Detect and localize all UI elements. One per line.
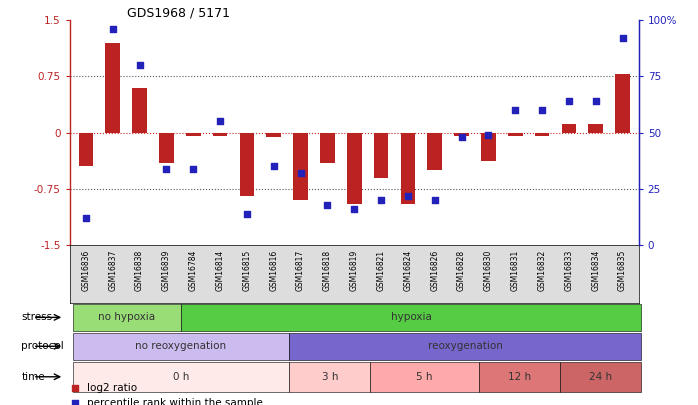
Text: 3 h: 3 h: [322, 372, 338, 382]
Text: GDS1968 / 5171: GDS1968 / 5171: [127, 6, 230, 19]
Point: [617, 35, 628, 41]
Text: time: time: [22, 372, 45, 382]
Bar: [508, 133, 523, 136]
Text: GSM16824: GSM16824: [403, 250, 413, 291]
FancyBboxPatch shape: [289, 362, 371, 392]
Point: [456, 134, 467, 141]
Text: GSM16836: GSM16836: [82, 250, 91, 291]
FancyBboxPatch shape: [73, 304, 181, 330]
Bar: [481, 133, 496, 161]
FancyBboxPatch shape: [289, 333, 641, 360]
Point: [483, 132, 494, 138]
Bar: [561, 124, 577, 133]
Bar: [535, 133, 549, 136]
Text: reoxygenation: reoxygenation: [428, 341, 503, 351]
Bar: [615, 74, 630, 133]
Text: GSM16828: GSM16828: [457, 250, 466, 291]
Point: [402, 192, 413, 199]
Text: GSM16833: GSM16833: [565, 250, 573, 291]
Point: [429, 197, 440, 203]
Bar: [373, 133, 389, 178]
Bar: [293, 133, 308, 200]
Bar: [347, 133, 362, 204]
Text: GSM16818: GSM16818: [323, 250, 332, 291]
Text: GSM16837: GSM16837: [108, 250, 117, 291]
Bar: [320, 133, 335, 163]
Text: GSM16835: GSM16835: [618, 250, 627, 291]
Point: [537, 107, 548, 113]
Text: GSM16816: GSM16816: [269, 250, 279, 291]
Text: GSM16834: GSM16834: [591, 250, 600, 291]
Text: GSM16832: GSM16832: [537, 250, 547, 291]
Point: [268, 163, 279, 170]
Text: 12 h: 12 h: [508, 372, 531, 382]
Point: [348, 206, 360, 212]
Point: [376, 197, 387, 203]
Text: GSM16826: GSM16826: [430, 250, 439, 291]
Text: no hypoxia: no hypoxia: [98, 312, 155, 322]
Point: [590, 98, 601, 104]
Text: GSM16838: GSM16838: [135, 250, 144, 291]
Bar: [401, 133, 415, 204]
FancyBboxPatch shape: [479, 362, 560, 392]
Text: GSM16784: GSM16784: [188, 250, 198, 291]
FancyBboxPatch shape: [73, 333, 289, 360]
Text: percentile rank within the sample: percentile rank within the sample: [87, 398, 262, 405]
Text: no reoxygenation: no reoxygenation: [135, 341, 226, 351]
Text: 24 h: 24 h: [589, 372, 612, 382]
Text: hypoxia: hypoxia: [391, 312, 431, 322]
Text: GSM16839: GSM16839: [162, 250, 171, 291]
Point: [242, 210, 253, 217]
Point: [510, 107, 521, 113]
Point: [394, 367, 406, 374]
Point: [295, 170, 306, 177]
Bar: [105, 43, 120, 133]
Point: [107, 26, 119, 32]
Text: protocol: protocol: [22, 341, 64, 351]
FancyBboxPatch shape: [371, 362, 479, 392]
Text: 5 h: 5 h: [417, 372, 433, 382]
Point: [80, 215, 91, 222]
Text: GSM16815: GSM16815: [242, 250, 251, 291]
Bar: [186, 133, 200, 136]
Bar: [588, 124, 603, 133]
Text: stress: stress: [22, 312, 52, 322]
Text: log2 ratio: log2 ratio: [87, 383, 137, 393]
Text: GSM16819: GSM16819: [350, 250, 359, 291]
FancyBboxPatch shape: [73, 362, 289, 392]
Text: GSM16814: GSM16814: [216, 250, 225, 291]
Bar: [454, 133, 469, 136]
Bar: [239, 133, 254, 196]
FancyBboxPatch shape: [181, 304, 641, 330]
Bar: [159, 133, 174, 163]
Text: GSM16821: GSM16821: [376, 250, 385, 291]
Bar: [427, 133, 442, 170]
Point: [134, 62, 145, 68]
Bar: [213, 133, 228, 136]
Bar: [78, 133, 94, 166]
Bar: [267, 133, 281, 137]
Point: [161, 165, 172, 172]
Point: [394, 235, 406, 241]
Bar: [132, 88, 147, 133]
Point: [322, 201, 333, 208]
Point: [188, 165, 199, 172]
Text: 0 h: 0 h: [172, 372, 189, 382]
Text: GSM16830: GSM16830: [484, 250, 493, 291]
Point: [214, 118, 225, 125]
Text: GSM16817: GSM16817: [296, 250, 305, 291]
Point: [563, 98, 574, 104]
Text: GSM16831: GSM16831: [511, 250, 520, 291]
FancyBboxPatch shape: [560, 362, 641, 392]
